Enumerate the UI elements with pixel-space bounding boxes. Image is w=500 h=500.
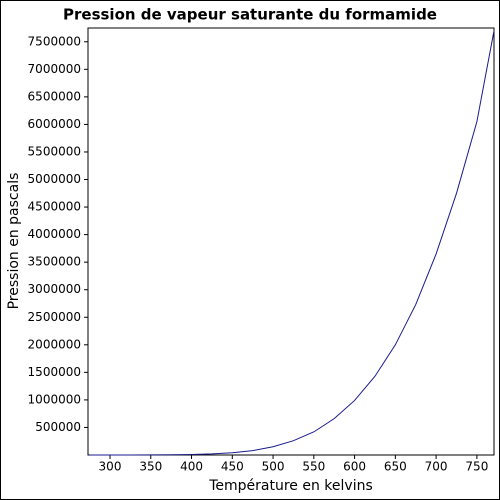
x-tick-label: 700 (425, 460, 448, 474)
x-axis-label: Température en kelvins (208, 478, 373, 494)
y-tick-label: 4500000 (28, 200, 81, 214)
x-tick-label: 500 (262, 460, 285, 474)
y-tick-label: 7000000 (28, 62, 81, 76)
y-tick-label: 6500000 (28, 89, 81, 103)
y-tick-label: 6000000 (28, 117, 81, 131)
x-tick-label: 550 (302, 460, 325, 474)
x-tick-label: 300 (99, 460, 122, 474)
y-tick-label: 7500000 (28, 34, 81, 48)
x-tick-label: 400 (180, 460, 203, 474)
x-tick-label: 450 (221, 460, 244, 474)
x-tick-label: 750 (465, 460, 488, 474)
plot-frame (87, 27, 495, 456)
line (89, 30, 495, 456)
y-tick-label: 5500000 (28, 144, 81, 158)
y-tick-label: 500000 (35, 420, 81, 434)
y-axis-label: Pression en pascals (6, 173, 22, 310)
y-tick-label: 2000000 (28, 337, 81, 351)
y-tick-label: 5000000 (28, 172, 81, 186)
y-tick-label: 2500000 (28, 310, 81, 324)
x-tick-label: 650 (384, 460, 407, 474)
y-tick-label: 3000000 (28, 282, 81, 296)
x-tick-label: 350 (139, 460, 162, 474)
y-tick-label: 4000000 (28, 227, 81, 241)
x-tick-label: 600 (343, 460, 366, 474)
y-tick-label: 1500000 (28, 365, 81, 379)
y-tick-label: 1000000 (28, 392, 81, 406)
chart-title: Pression de vapeur saturante du formamid… (63, 6, 437, 24)
y-tick-label: 3500000 (28, 255, 81, 269)
